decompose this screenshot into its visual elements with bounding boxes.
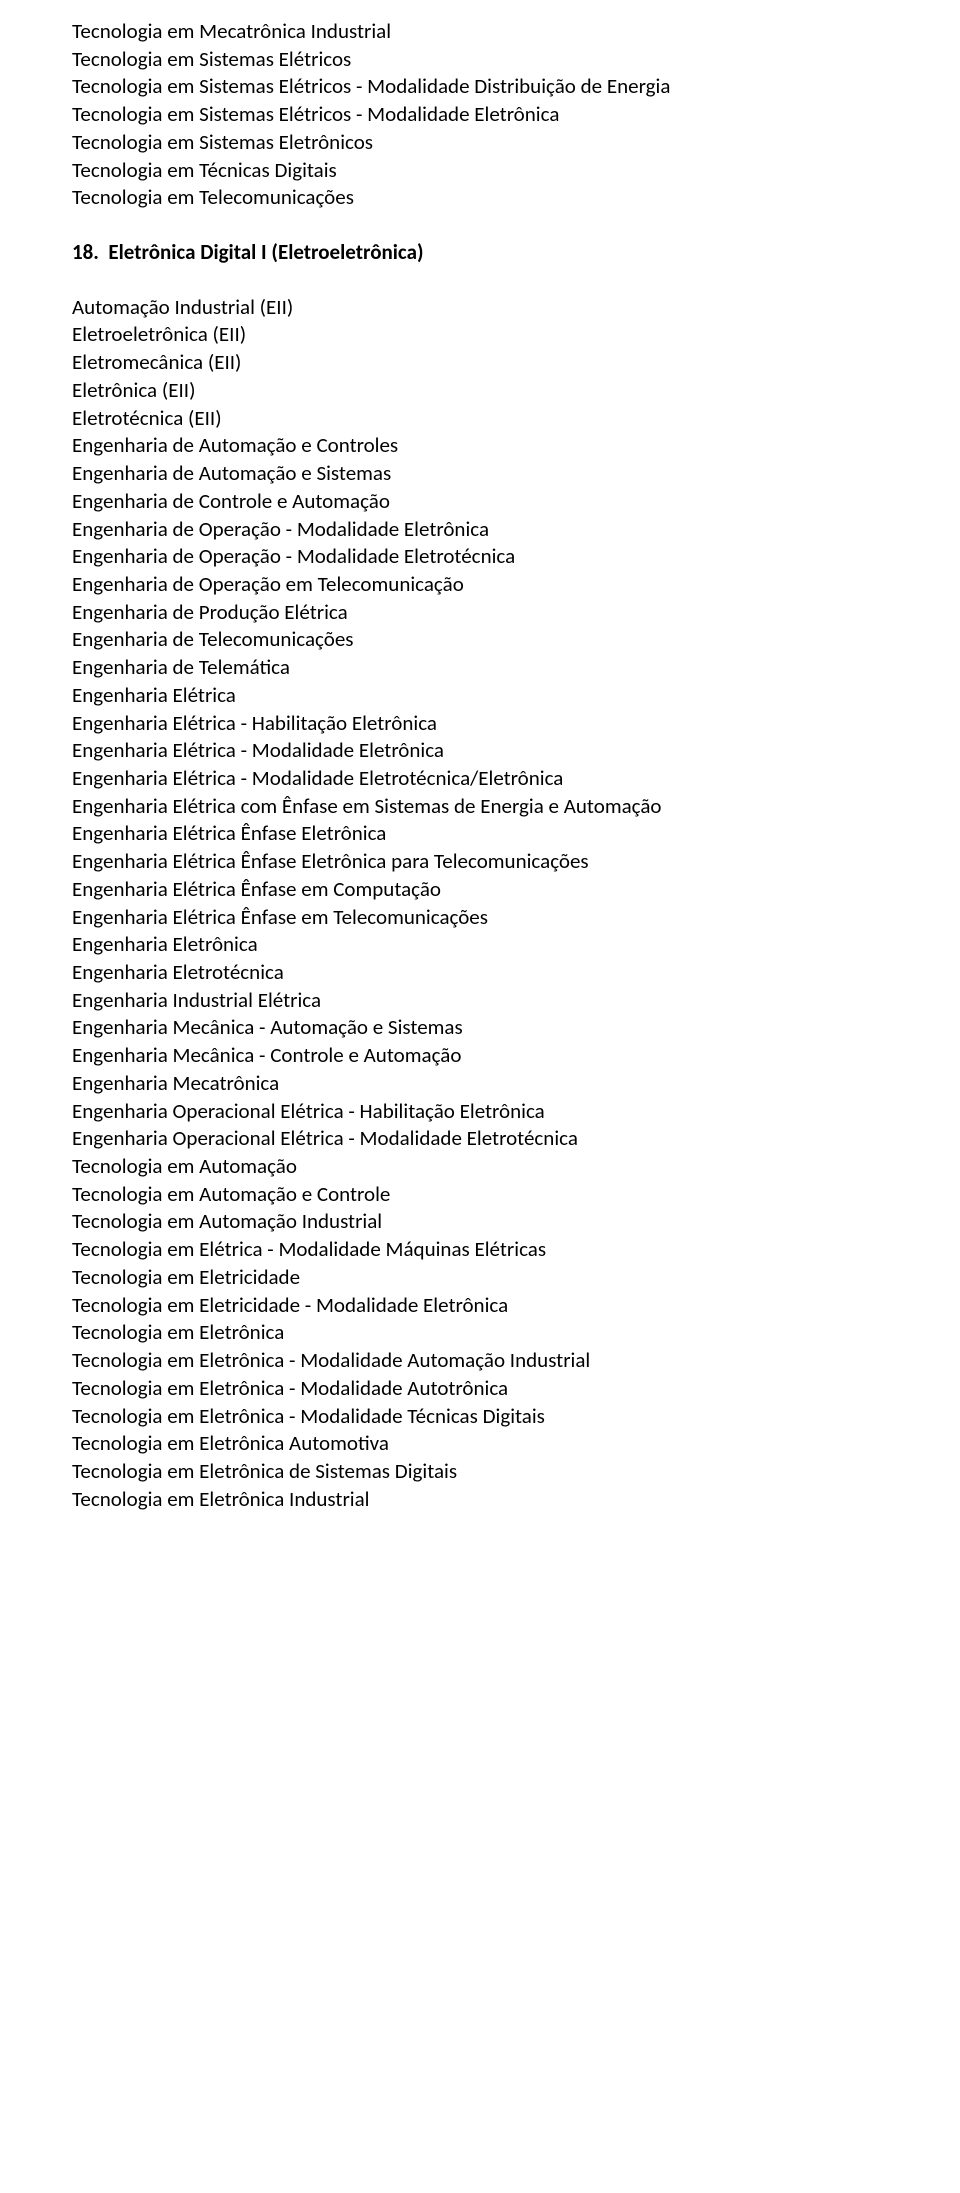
blank-line xyxy=(72,267,888,294)
list-item: Engenharia Eletrônica xyxy=(72,931,888,959)
list-item: Tecnologia em Mecatrônica Industrial xyxy=(72,18,888,46)
list-item: Automação Industrial (EII) xyxy=(72,294,888,322)
list-item: Eletrotécnica (EII) xyxy=(72,405,888,433)
blank-line xyxy=(72,212,888,239)
list-item: Engenharia Elétrica Ênfase Eletrônica pa… xyxy=(72,848,888,876)
list-item: Engenharia Operacional Elétrica - Modali… xyxy=(72,1125,888,1153)
list-item: Tecnologia em Técnicas Digitais xyxy=(72,157,888,185)
list-item: Tecnologia em Sistemas Elétricos - Modal… xyxy=(72,101,888,129)
list-item: Tecnologia em Automação Industrial xyxy=(72,1208,888,1236)
list-item: Engenharia de Operação - Modalidade Elet… xyxy=(72,543,888,571)
list-item: Tecnologia em Automação e Controle xyxy=(72,1181,888,1209)
list-item: Engenharia de Automação e Controles xyxy=(72,432,888,460)
list-item: Tecnologia em Sistemas Elétricos - Modal… xyxy=(72,73,888,101)
list-item: Engenharia de Operação em Telecomunicaçã… xyxy=(72,571,888,599)
list-item: Eletroeletrônica (EII) xyxy=(72,321,888,349)
list-item: Tecnologia em Telecomunicações xyxy=(72,184,888,212)
list-item: Tecnologia em Eletrônica - Modalidade Au… xyxy=(72,1375,888,1403)
document-page: Tecnologia em Mecatrônica Industrial Tec… xyxy=(0,0,960,1553)
list-item: Tecnologia em Eletrônica - Modalidade Au… xyxy=(72,1347,888,1375)
list-item: Tecnologia em Eletrônica de Sistemas Dig… xyxy=(72,1458,888,1486)
list-item: Engenharia Elétrica xyxy=(72,682,888,710)
list-item: Engenharia Elétrica Ênfase Eletrônica xyxy=(72,820,888,848)
list-item: Engenharia Elétrica - Modalidade Eletrôn… xyxy=(72,737,888,765)
list-item: Tecnologia em Sistemas Elétricos xyxy=(72,46,888,74)
list-item: Engenharia Mecatrônica xyxy=(72,1070,888,1098)
list-item: Tecnologia em Eletrônica xyxy=(72,1319,888,1347)
top-list: Tecnologia em Mecatrônica Industrial Tec… xyxy=(72,18,888,212)
list-item: Engenharia Mecânica - Controle e Automaç… xyxy=(72,1042,888,1070)
list-item: Engenharia de Controle e Automação xyxy=(72,488,888,516)
list-item: Tecnologia em Elétrica - Modalidade Máqu… xyxy=(72,1236,888,1264)
list-item: Engenharia Eletrotécnica xyxy=(72,959,888,987)
list-item: Tecnologia em Sistemas Eletrônicos xyxy=(72,129,888,157)
list-item: Eletrônica (EII) xyxy=(72,377,888,405)
list-item: Engenharia Elétrica Ênfase em Computação xyxy=(72,876,888,904)
list-item: Engenharia de Telemática xyxy=(72,654,888,682)
list-item: Engenharia de Automação e Sistemas xyxy=(72,460,888,488)
list-item: Engenharia Industrial Elétrica xyxy=(72,987,888,1015)
list-item: Engenharia Elétrica com Ênfase em Sistem… xyxy=(72,793,888,821)
list-item: Engenharia Elétrica - Habilitação Eletrô… xyxy=(72,710,888,738)
list-item: Tecnologia em Automação xyxy=(72,1153,888,1181)
list-item: Tecnologia em Eletricidade xyxy=(72,1264,888,1292)
list-item: Engenharia Elétrica Ênfase em Telecomuni… xyxy=(72,904,888,932)
list-item: Tecnologia em Eletrônica Automotiva xyxy=(72,1430,888,1458)
list-item: Engenharia Elétrica - Modalidade Eletrot… xyxy=(72,765,888,793)
list-item: Tecnologia em Eletrônica Industrial xyxy=(72,1486,888,1514)
list-item: Tecnologia em Eletrônica - Modalidade Té… xyxy=(72,1403,888,1431)
main-list: Automação Industrial (EII) Eletroeletrôn… xyxy=(72,294,888,1514)
list-item: Engenharia de Operação - Modalidade Elet… xyxy=(72,516,888,544)
list-item: Engenharia Operacional Elétrica - Habili… xyxy=(72,1098,888,1126)
section-heading: 18. Eletrônica Digital I (Eletroeletrôni… xyxy=(72,239,888,267)
list-item: Engenharia de Telecomunicações xyxy=(72,626,888,654)
list-item: Engenharia Mecânica - Automação e Sistem… xyxy=(72,1014,888,1042)
list-item: Eletromecânica (EII) xyxy=(72,349,888,377)
list-item: Engenharia de Produção Elétrica xyxy=(72,599,888,627)
list-item: Tecnologia em Eletricidade - Modalidade … xyxy=(72,1292,888,1320)
